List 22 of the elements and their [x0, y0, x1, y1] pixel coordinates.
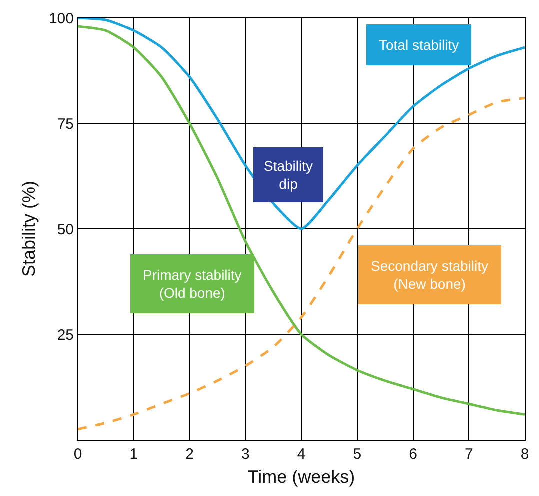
y-tick-label: 75 [57, 116, 74, 133]
x-tick-label: 0 [74, 446, 82, 463]
line-series [78, 96, 525, 431]
x-tick-label: 4 [297, 446, 306, 463]
x-tick-label: 6 [409, 446, 418, 463]
y-axis-title: Stability (%) [19, 180, 40, 278]
series-label: Total stability [379, 37, 460, 53]
x-tick-label: 1 [130, 446, 138, 463]
x-tick-label: 7 [464, 446, 474, 463]
x-tick-label: 8 [520, 446, 530, 463]
x-tick-label: 2 [186, 446, 194, 463]
annotation: Stability dip [264, 158, 314, 192]
y-tick-label: 100 [48, 10, 74, 28]
x-tick-label: 3 [241, 446, 250, 463]
y-tick-label: 50 [57, 221, 74, 238]
x-tick-label: 5 [353, 446, 362, 463]
series-label: Primary stability (Old bone) [143, 267, 242, 302]
line-series [78, 25, 525, 416]
x-axis-title: Time (weeks) [248, 467, 356, 488]
line-series [78, 18, 525, 230]
y-tick-label: 25 [57, 326, 74, 344]
series-label: Secondary stability (New bone) [371, 258, 489, 292]
